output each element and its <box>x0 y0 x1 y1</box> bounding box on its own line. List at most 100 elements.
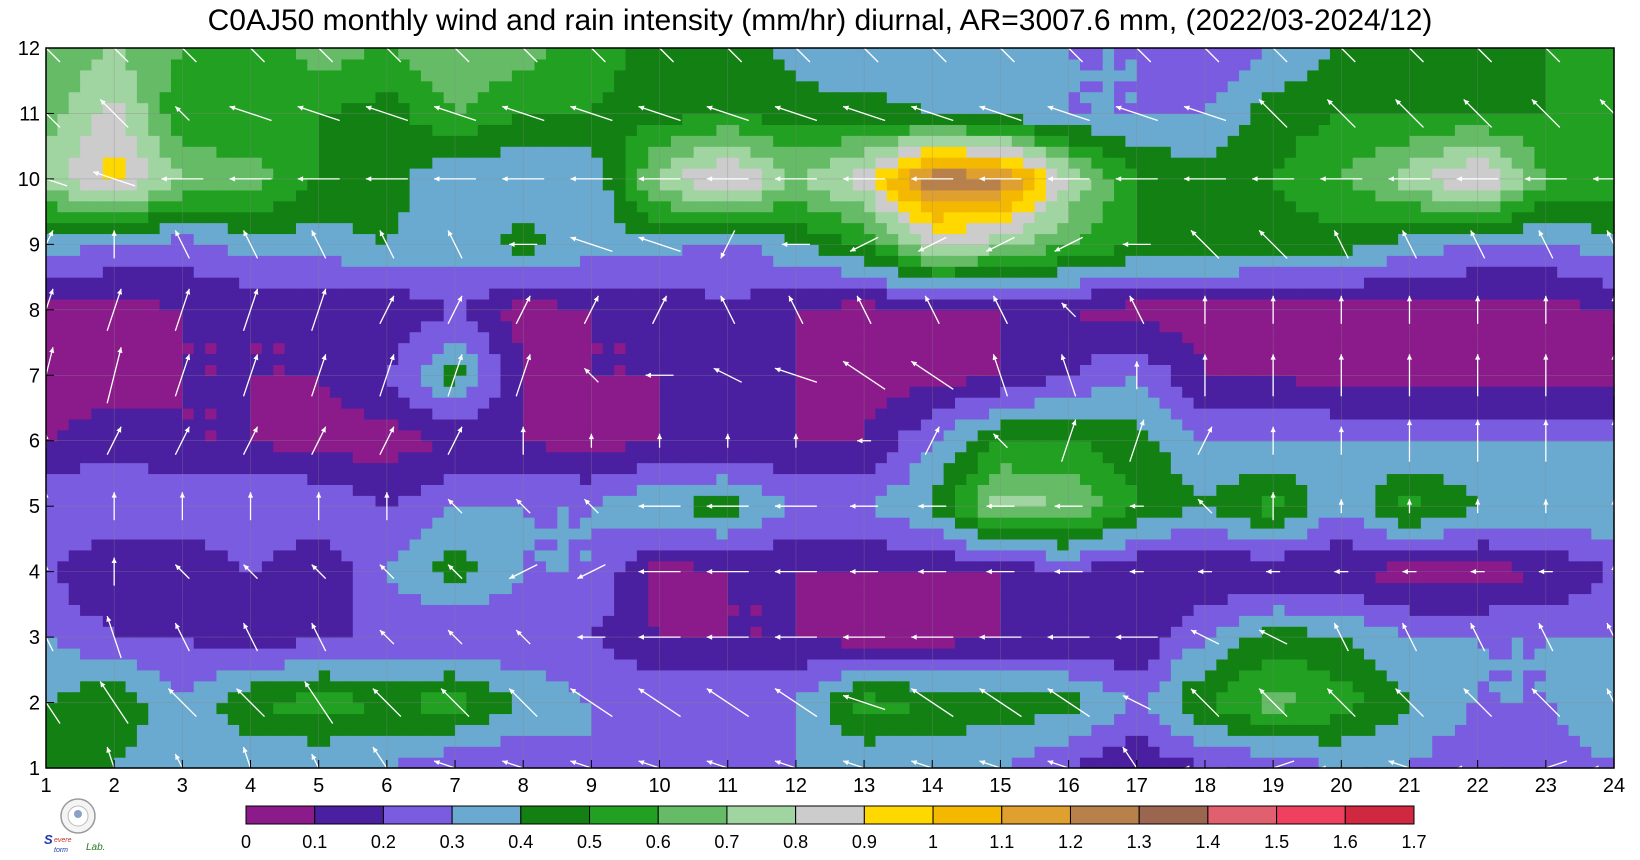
heat-cell <box>545 582 558 595</box>
heat-cell <box>682 473 695 485</box>
heat-cell <box>1023 702 1036 715</box>
heat-cell <box>1284 517 1297 529</box>
heat-cell <box>989 658 1002 671</box>
heat-cell <box>1068 451 1081 464</box>
heat-cell <box>375 517 388 529</box>
heat-cell <box>102 418 115 431</box>
heat-cell <box>1295 648 1308 660</box>
heat-cell <box>1602 386 1615 398</box>
heat-cell <box>1579 495 1592 507</box>
heat-cell <box>625 495 638 507</box>
heat-cell <box>773 397 786 409</box>
heat-cell <box>1159 735 1172 747</box>
heat-cell <box>773 648 786 660</box>
heat-cell <box>864 440 877 453</box>
heat-cell <box>909 560 922 573</box>
heat-cell <box>489 746 502 758</box>
heat-cell <box>432 451 445 464</box>
heat-cell <box>670 702 683 715</box>
heat-cell <box>1102 724 1115 736</box>
heat-cell <box>682 484 695 496</box>
heat-cell <box>1011 375 1024 387</box>
heat-cell <box>1250 418 1263 431</box>
heat-cell <box>705 506 717 518</box>
heat-cell <box>1250 735 1263 747</box>
heat-cell <box>148 702 161 715</box>
heat-cell <box>852 582 865 595</box>
heat-cell <box>295 462 308 475</box>
heat-cell <box>386 691 399 704</box>
heat-cell <box>1182 397 1195 409</box>
heat-cell <box>636 517 649 529</box>
heat-cell <box>659 604 672 616</box>
heat-cell <box>943 451 956 464</box>
heat-cell <box>1136 615 1149 627</box>
heat-cell <box>716 669 729 682</box>
heat-cell <box>455 560 468 573</box>
heat-cell <box>1523 702 1536 715</box>
heat-cell <box>1545 658 1558 671</box>
heat-cell <box>1193 658 1206 671</box>
heat-cell <box>875 429 888 442</box>
heat-cell <box>1398 615 1411 627</box>
heat-cell <box>250 506 263 518</box>
heat-cell <box>1057 571 1070 584</box>
heat-cell <box>1079 397 1092 409</box>
heat-cell <box>159 724 172 736</box>
heat-cell <box>852 408 865 420</box>
heat-cell <box>670 440 683 453</box>
heat-cell <box>1170 648 1183 660</box>
heat-cell <box>954 582 967 595</box>
heat-cell <box>932 658 945 671</box>
heat-cell <box>1466 484 1479 496</box>
heat-cell <box>1454 669 1467 682</box>
heat-cell <box>1602 637 1615 649</box>
heat-cell <box>545 691 558 704</box>
heat-cell <box>1000 397 1013 409</box>
heat-cell <box>216 691 229 704</box>
heat-cell <box>148 680 161 693</box>
heat-cell <box>1420 495 1433 507</box>
heat-cell <box>864 495 877 507</box>
heat-cell <box>1409 484 1422 496</box>
heat-cell <box>1284 637 1297 649</box>
heat-cell <box>159 746 172 758</box>
heat-cell <box>466 702 479 715</box>
heat-cell <box>318 375 331 387</box>
heat-cell <box>898 440 911 453</box>
heat-cell <box>886 560 899 573</box>
heat-cell <box>841 375 854 387</box>
heat-cell <box>1295 724 1308 736</box>
heat-cell <box>659 462 672 475</box>
heat-cell <box>1568 538 1581 551</box>
heat-cell <box>761 571 774 584</box>
heat-cell <box>1307 680 1320 693</box>
heat-cell <box>1000 626 1013 638</box>
heat-cell <box>1466 746 1479 758</box>
heat-cell <box>1466 451 1479 464</box>
heat-cell <box>920 506 933 518</box>
heat-cell <box>1125 582 1138 595</box>
heat-cell <box>273 549 286 562</box>
heat-cell <box>1579 757 1592 769</box>
heat-cell <box>705 702 717 715</box>
heat-cell <box>443 669 456 682</box>
heat-cell <box>580 582 592 595</box>
heat-cell <box>261 724 274 736</box>
heat-cell <box>875 604 888 616</box>
heat-cell <box>739 691 752 704</box>
heat-cell <box>898 746 911 758</box>
heat-cell <box>966 418 979 431</box>
heat-cell <box>1329 757 1342 769</box>
heat-cell <box>114 669 127 682</box>
heat-cell <box>318 560 331 573</box>
heat-cell <box>91 397 104 409</box>
heat-cell <box>1114 669 1127 682</box>
heat-cell <box>1261 648 1274 660</box>
heat-cell <box>1204 408 1217 420</box>
heat-cell <box>432 538 445 551</box>
heat-cell <box>534 560 547 573</box>
heat-cell <box>295 713 308 725</box>
heat-cell <box>1545 429 1558 442</box>
heat-cell <box>1091 724 1104 736</box>
